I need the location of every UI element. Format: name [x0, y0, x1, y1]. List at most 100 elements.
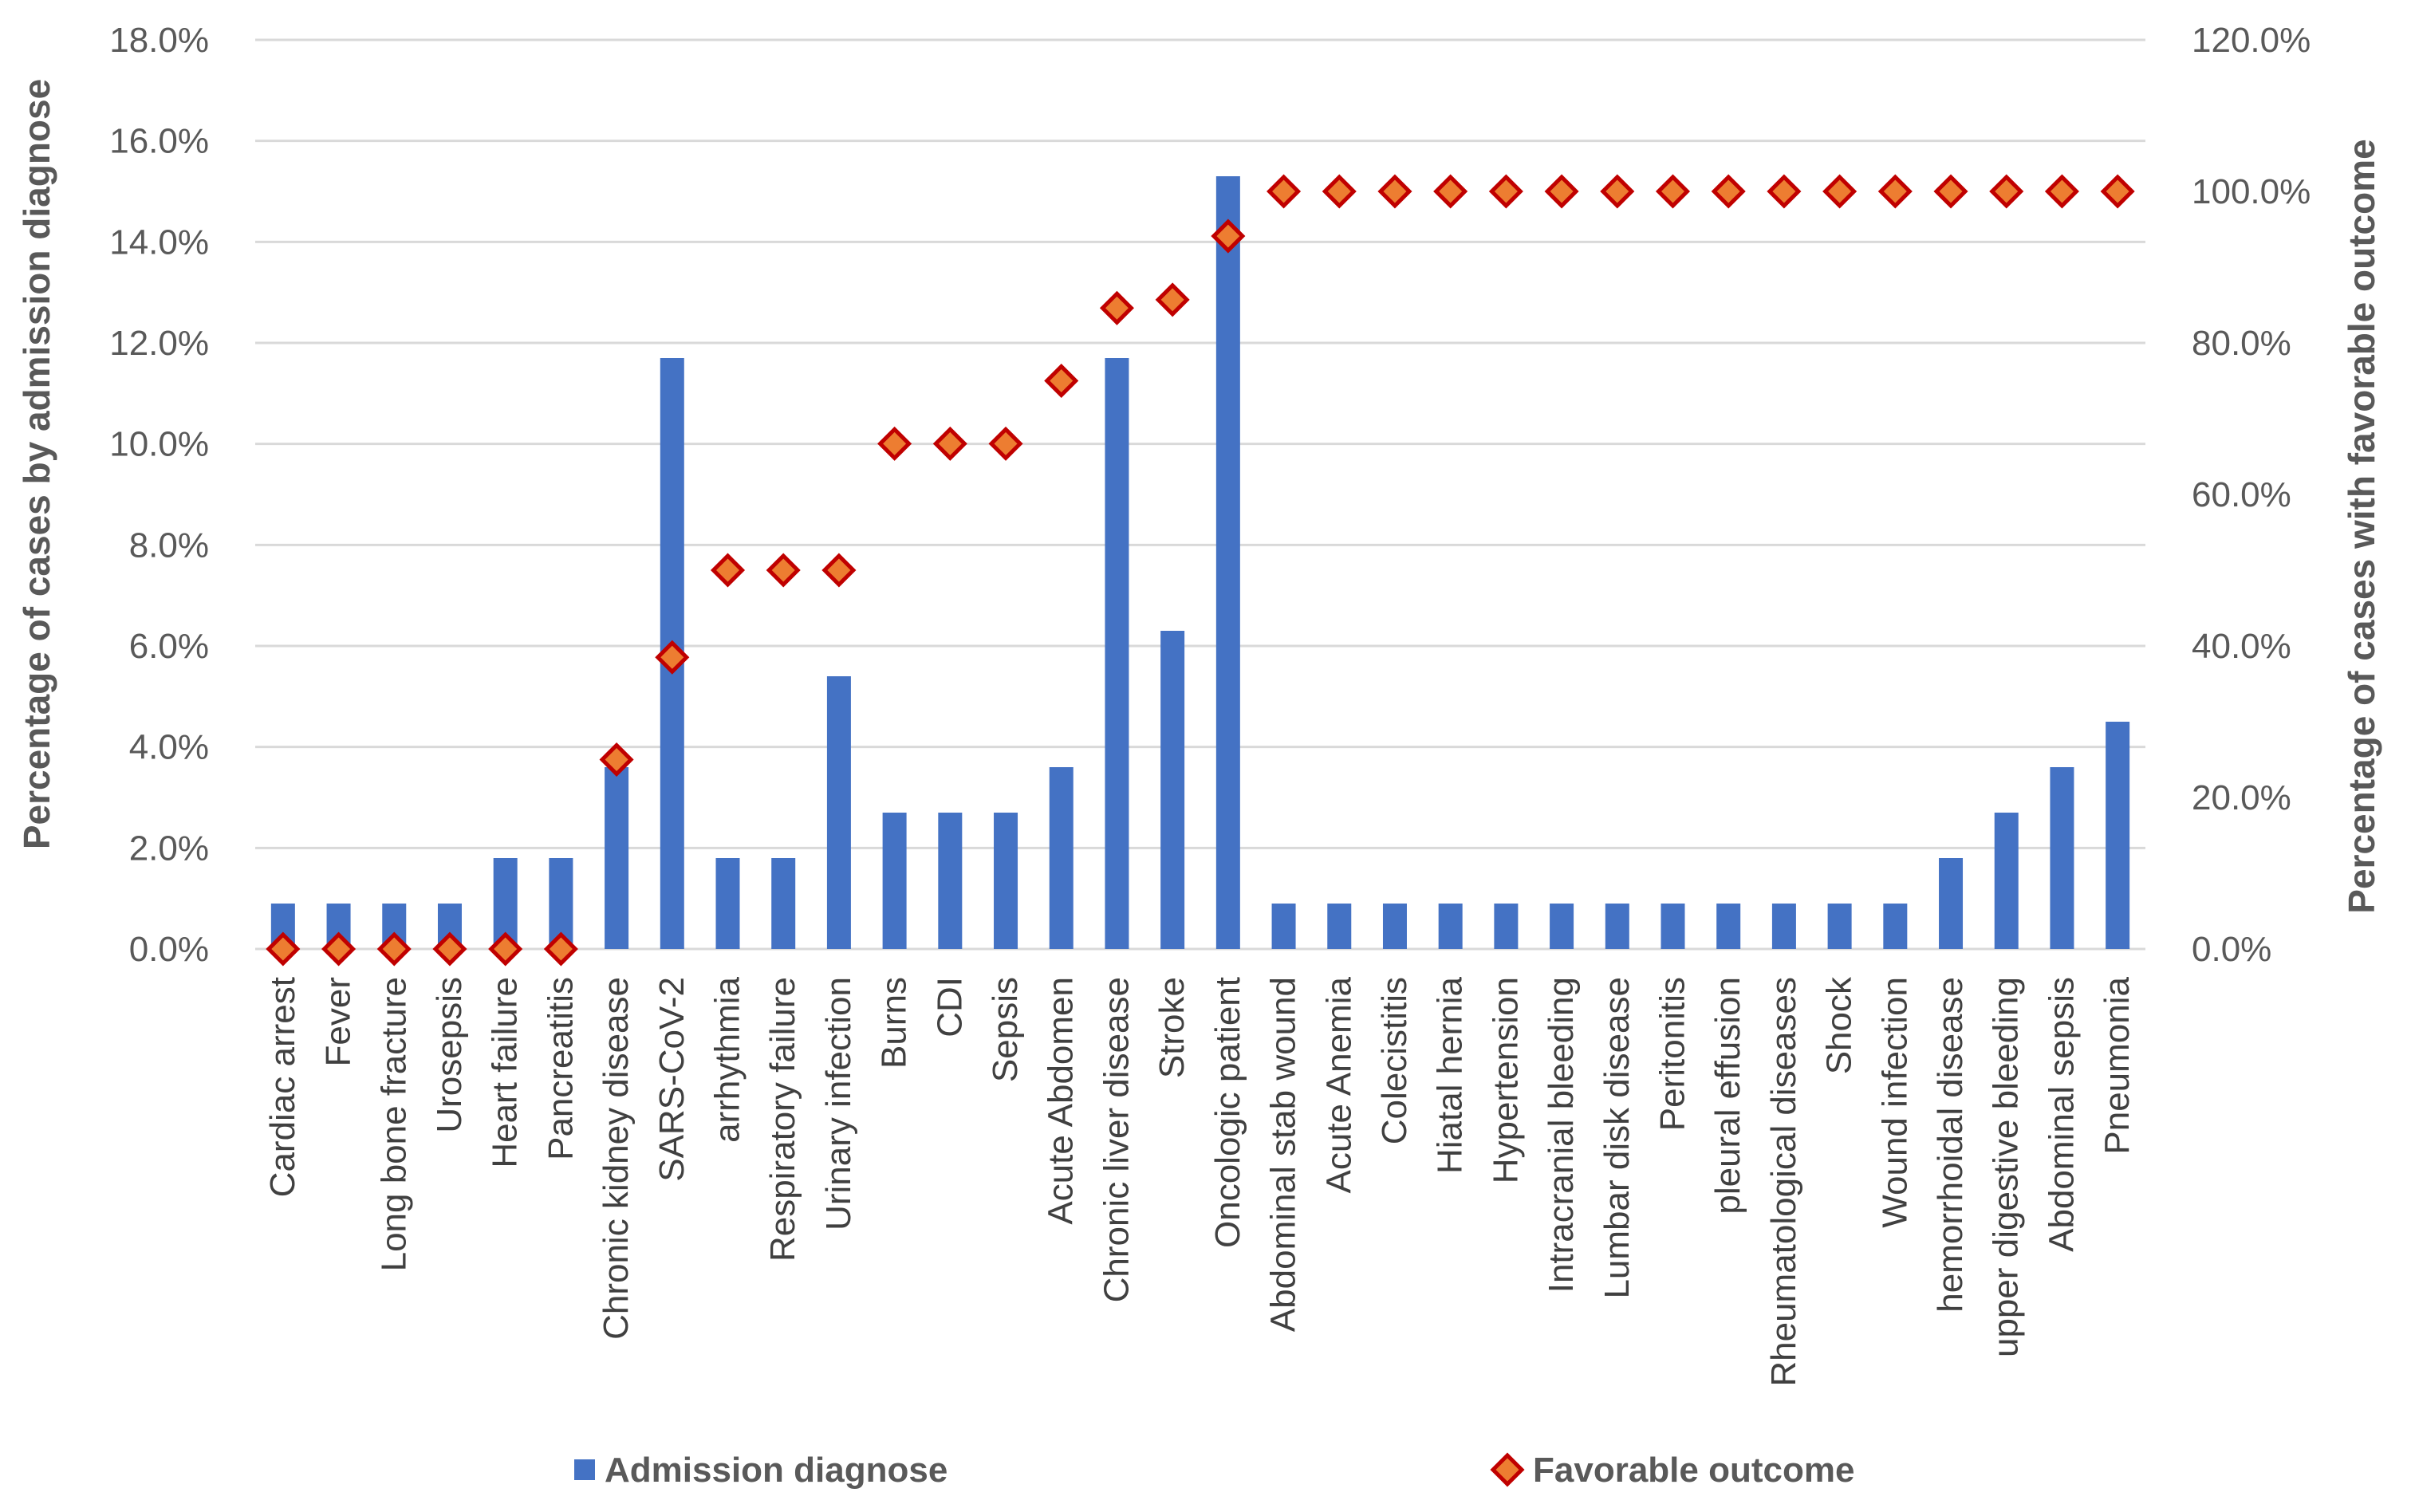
left-tick-label: 18.0%: [109, 21, 209, 60]
category-label: Hiatal hernia: [1431, 976, 1470, 1174]
category-label: Fever: [319, 977, 358, 1066]
left-tick-label: 16.0%: [109, 122, 209, 161]
category-label: Respiratory failure: [763, 977, 802, 1262]
legend-diamond-icon: [1490, 1452, 1525, 1487]
bar: [2106, 722, 2130, 949]
left-axis-title: Percentage of cases by admission diagnos…: [16, 79, 57, 849]
marker: [932, 426, 967, 461]
category-label: Acute Anemia: [1319, 976, 1358, 1193]
marker: [821, 553, 857, 588]
left-tick-label: 0.0%: [129, 930, 209, 969]
bar: [1382, 904, 1407, 949]
right-tick-label: 120.0%: [2192, 21, 2311, 60]
category-label: CDI: [930, 977, 969, 1038]
category-label: Shock: [1820, 976, 1859, 1074]
category-label: Peritonitis: [1653, 977, 1692, 1131]
bar: [1271, 904, 1296, 949]
marker: [710, 553, 746, 588]
right-tick-label: 100.0%: [2192, 172, 2311, 211]
marker: [1488, 174, 1523, 209]
legend-label-favorable: Favorable outcome: [1533, 1451, 1854, 1490]
right-axis-title: Percentage of cases with favorable outco…: [2341, 139, 2382, 913]
category-label: Sepsis: [986, 977, 1025, 1082]
left-tick-label: 2.0%: [129, 829, 209, 868]
bar: [1716, 904, 1741, 949]
marker: [877, 426, 912, 461]
left-tick-label: 4.0%: [129, 728, 209, 767]
marker: [1211, 219, 1246, 254]
marker: [655, 640, 690, 675]
category-label: Heart failure: [486, 977, 525, 1168]
category-label: Urinary infection: [819, 977, 858, 1230]
category-label: Long bone fracture: [374, 977, 413, 1271]
marker: [266, 931, 301, 967]
marker-series-favorable-outcome: [266, 174, 2135, 967]
bar: [1883, 904, 1908, 949]
right-tick-label: 80.0%: [2192, 324, 2291, 363]
category-label: Abdominal sepsis: [2042, 977, 2081, 1252]
bar: [1994, 813, 2019, 949]
bar: [1494, 904, 1519, 949]
marker: [376, 931, 412, 967]
category-label: Chronic liver disease: [1097, 977, 1136, 1302]
category-label: hemorrhoidal disease: [1931, 977, 1970, 1313]
category-label: Acute Abdomen: [1042, 977, 1081, 1225]
category-label: Chronic kidney disease: [597, 977, 636, 1340]
marker: [988, 426, 1023, 461]
marker: [432, 931, 467, 967]
marker: [1877, 174, 1913, 209]
category-label: Pancreatitis: [541, 977, 580, 1160]
bar: [1327, 904, 1352, 949]
left-axis-ticks: 0.0% 2.0% 4.0% 6.0% 8.0% 10.0% 12.0% 14.0% 16.0%…: [109, 21, 209, 969]
marker: [321, 931, 357, 967]
marker: [1267, 174, 1302, 209]
marker: [1155, 282, 1190, 317]
bar: [1827, 904, 1852, 949]
category-label: Pneumonia: [2098, 976, 2137, 1154]
category-label: Intracranial bleeding: [1542, 977, 1581, 1293]
bar: [1160, 631, 1185, 949]
marker: [1655, 174, 1691, 209]
right-tick-label: 60.0%: [2192, 475, 2291, 514]
right-tick-label: 20.0%: [2192, 778, 2291, 817]
marker: [1322, 174, 1357, 209]
legend-label-admission: Admission diagnose: [605, 1451, 947, 1490]
category-label: Urosepsis: [430, 977, 469, 1133]
bar: [1438, 904, 1463, 949]
marker: [1767, 174, 1802, 209]
marker: [1989, 174, 2024, 209]
bar: [1049, 767, 1074, 949]
bar: [1215, 176, 1240, 949]
right-tick-label: 40.0%: [2192, 627, 2291, 666]
category-label: Wound infection: [1875, 977, 1914, 1228]
marker: [1711, 174, 1746, 209]
bar: [882, 813, 907, 949]
right-axis-ticks: 0.0% 20.0% 40.0% 60.0% 80.0% 100.0% 120.0%: [2192, 21, 2311, 969]
bar-series-admission-diagnose: [270, 176, 2130, 949]
left-tick-label: 6.0%: [129, 627, 209, 666]
category-label: Rheumatological diseases: [1764, 977, 1803, 1387]
marker: [1377, 174, 1412, 209]
category-label: Colecistitis: [1375, 977, 1414, 1144]
left-tick-label: 14.0%: [109, 222, 209, 262]
left-tick-label: 10.0%: [109, 425, 209, 464]
marker: [1600, 174, 1635, 209]
marker: [766, 553, 801, 588]
category-label: Lumbar disk disease: [1597, 977, 1637, 1299]
category-label: pleural effusion: [1708, 977, 1747, 1215]
gridlines: [255, 38, 2145, 951]
marker: [1822, 174, 1857, 209]
bar: [605, 767, 629, 949]
category-label: Cardiac arrest: [263, 977, 302, 1197]
category-label: Abdominal stab wound: [1264, 977, 1303, 1332]
bar: [826, 676, 851, 949]
right-tick-label: 0.0%: [2192, 930, 2271, 969]
category-label: Stroke: [1152, 977, 1192, 1078]
marker: [2044, 174, 2079, 209]
bar: [1939, 858, 1964, 949]
bar: [715, 858, 740, 949]
left-tick-label: 8.0%: [129, 526, 209, 565]
bar: [1771, 904, 1796, 949]
bar: [994, 813, 1018, 949]
bar: [1661, 904, 1685, 949]
